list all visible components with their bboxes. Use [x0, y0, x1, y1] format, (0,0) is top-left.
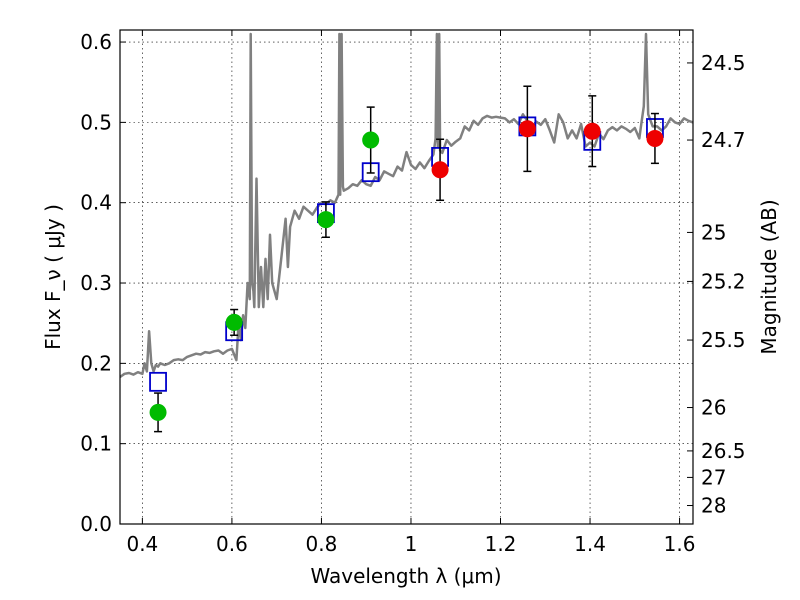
- x-axis-label: Wavelength λ (μm): [310, 564, 501, 588]
- observed-flux-point: [225, 313, 243, 331]
- y2-tick-label: 28: [701, 494, 726, 518]
- y2-tick-label: 26: [701, 396, 726, 420]
- y-tick-label: 0.5: [80, 110, 112, 134]
- x-tick-label: 1.6: [664, 532, 696, 556]
- model-photometry-square: [149, 371, 167, 392]
- y2-tick-label: 27: [701, 465, 726, 489]
- model-spectrum-line: [120, 32, 693, 379]
- x-tick-label: 1: [405, 532, 418, 556]
- y2-tick-label: 25.5: [701, 328, 746, 352]
- x-tick-label: 1.2: [485, 532, 517, 556]
- y-tick-label: 0.4: [80, 191, 112, 215]
- x-tick-label: 0.8: [306, 532, 338, 556]
- x-tick-label: 0.6: [216, 532, 248, 556]
- marker-layer: [149, 85, 664, 433]
- y2-tick-label: 24.5: [701, 51, 746, 75]
- y-tick-label: 0.3: [80, 271, 112, 295]
- observed-flux-point: [518, 120, 536, 138]
- y-tick-label: 0.2: [80, 351, 112, 375]
- observed-flux-point: [583, 122, 601, 140]
- y-tick-label: 0.1: [80, 432, 112, 456]
- observed-flux-point: [646, 129, 664, 147]
- y2-tick-label: 26.5: [701, 439, 746, 463]
- x-tick-label: 1.4: [574, 532, 606, 556]
- observed-flux-point: [431, 161, 449, 179]
- plot-frame: [119, 29, 694, 525]
- observed-flux-point: [317, 211, 335, 229]
- axis-ticks: [120, 30, 693, 525]
- observed-flux-point: [362, 131, 380, 149]
- y-tick-label: 0.6: [80, 30, 112, 54]
- axis-tick-labels: 0.4 0.6 0.8 1 1.2 1.4 1.6 0.0 0.1 0.2 0.3 0.4 0.5 0.6…: [80, 30, 745, 556]
- y-tick-label: 0.0: [80, 512, 112, 536]
- y-axis-label: Flux F_ν ( μJy ): [41, 204, 65, 350]
- y2-axis-label: Magnitude (AB): [757, 199, 781, 354]
- x-tick-label: 0.4: [126, 532, 158, 556]
- y2-tick-label: 25: [701, 220, 726, 244]
- spectrum-layer: [120, 32, 693, 379]
- y2-tick-label: 25.2: [701, 269, 746, 293]
- observed-flux-point: [149, 403, 167, 421]
- y2-tick-label: 24.7: [701, 128, 746, 152]
